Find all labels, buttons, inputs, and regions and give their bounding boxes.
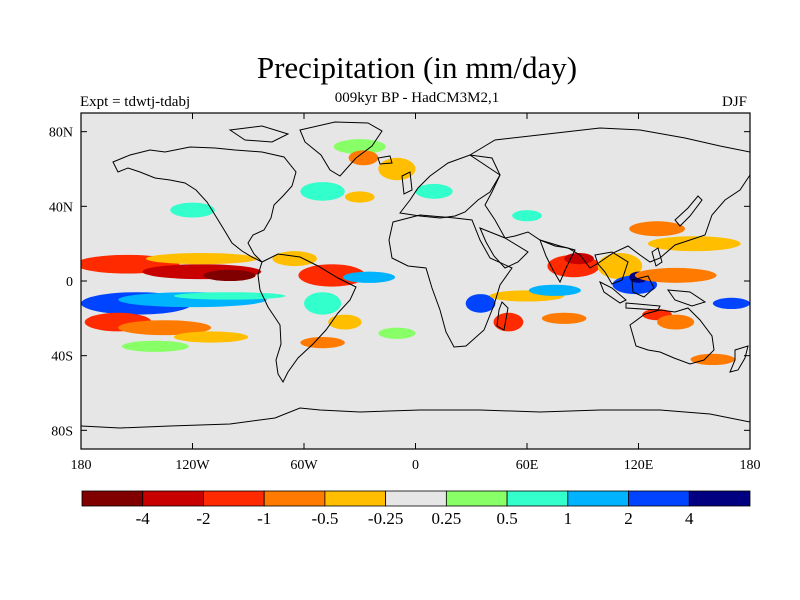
x-tick-label: 120W — [175, 458, 210, 473]
colorbar-swatch — [385, 490, 447, 507]
anomaly-region — [173, 292, 286, 300]
colorbar-swatch — [81, 490, 144, 507]
anomaly-region — [300, 182, 345, 201]
experiment-label: Expt = tdwtj-tdabj — [80, 94, 191, 110]
chart-title: Precipitation (in mm/day) — [256, 50, 578, 85]
anomaly-region — [528, 284, 581, 296]
anomaly-region — [348, 150, 379, 166]
anomaly-region — [657, 314, 695, 330]
axis-ticks: 180 120W 60W 0 60E 120E 180 80N 40N 0 40S 80S — [49, 113, 761, 473]
anomaly-region — [118, 320, 212, 336]
y-tick-label: 40S — [51, 350, 73, 365]
coastline-japan — [674, 195, 703, 227]
anomaly-region — [465, 294, 496, 313]
x-tick-label: 180 — [740, 458, 761, 473]
y-tick-label: 0 — [66, 275, 73, 290]
colorbar: -4 -2 -1 -0.5 -0.25 0.25 0.5 1 2 4 — [81, 490, 751, 528]
y-tick-label: 40N — [49, 200, 73, 215]
y-tick-label: 80S — [51, 424, 73, 439]
coastline-borneo — [631, 275, 655, 298]
anomaly-region — [298, 264, 366, 287]
coastline-iceland — [377, 155, 393, 165]
anomaly-region — [629, 221, 685, 237]
x-tick-label: 120E — [624, 458, 654, 473]
anomaly-region — [493, 312, 524, 332]
x-tick-label: 60W — [290, 458, 318, 473]
coastline-south-america — [257, 253, 357, 384]
colorbar-label: -2 — [196, 509, 210, 528]
anomaly-region — [634, 267, 717, 283]
colorbar-label: 2 — [624, 509, 633, 528]
colorbar-swatch — [324, 490, 387, 507]
anomaly-region — [146, 253, 258, 265]
coastline-africa — [388, 214, 513, 348]
anomaly-region — [328, 314, 362, 330]
anomaly-region — [690, 353, 736, 365]
anomaly-region — [272, 251, 318, 267]
anomaly-region — [203, 269, 256, 281]
coastline-indochina — [594, 251, 629, 285]
anomaly-region — [415, 183, 453, 199]
x-tick-label: 0 — [412, 458, 419, 473]
x-tick-label: 60E — [516, 458, 539, 473]
coastlines — [81, 121, 750, 429]
anomaly-region — [300, 337, 345, 349]
coastline-arabia — [479, 227, 529, 269]
coastline-madagascar — [496, 301, 509, 331]
colorbar-swatch — [263, 490, 326, 507]
coastline-asia — [469, 127, 750, 269]
colorbar-label: -0.25 — [368, 509, 403, 528]
chart-subtitle: 009kyr BP - HadCM3M2,1 — [334, 90, 500, 106]
y-tick-label: 80N — [49, 126, 73, 141]
anomaly-region — [344, 191, 375, 203]
coastline-uk — [401, 171, 413, 195]
colorbar-swatch — [567, 490, 629, 507]
colorbar-swatch — [445, 490, 508, 507]
anomaly-region — [712, 297, 750, 309]
colorbar-label: 4 — [685, 509, 694, 528]
coastline-java — [625, 302, 661, 311]
colorbar-swatch — [142, 490, 204, 507]
coastline-philippines — [651, 247, 663, 267]
anomaly-region — [378, 327, 416, 339]
anomaly-region — [304, 292, 342, 315]
anomaly-region — [378, 157, 416, 181]
anomaly-region — [647, 236, 741, 252]
anomaly-region — [343, 271, 396, 283]
anomaly-region — [121, 340, 189, 352]
anomaly-region — [170, 202, 215, 218]
colorbar-label: -0.5 — [311, 509, 338, 528]
season-label: DJF — [722, 94, 748, 110]
x-tick-label: 180 — [71, 458, 92, 473]
coastline-greenland — [299, 121, 383, 177]
anomaly-region — [541, 312, 587, 324]
colorbar-swatch — [688, 490, 751, 507]
colorbar-swatch — [628, 490, 690, 507]
colorbar-label: 0.25 — [431, 509, 461, 528]
coastline-new-guinea — [666, 289, 707, 307]
colorbar-label: 0.5 — [496, 509, 517, 528]
coastline-north-america — [112, 146, 297, 263]
colorbar-label: 1 — [564, 509, 573, 528]
coastline-new-zealand — [729, 345, 749, 373]
coastline-arctic-islands — [228, 125, 290, 143]
anomaly-region — [597, 253, 643, 280]
coastline-antarctica — [81, 407, 750, 429]
colorbar-label: -1 — [257, 509, 271, 528]
coastline-sumatra — [599, 280, 627, 304]
anomaly-region — [333, 139, 386, 155]
anomaly-region — [512, 210, 542, 222]
coastline-india — [539, 239, 576, 284]
colorbar-label: -4 — [136, 509, 151, 528]
anomaly-region — [173, 331, 249, 343]
colorbar-swatch — [203, 490, 265, 507]
colorbar-swatch — [506, 490, 569, 507]
coastline-australia — [629, 307, 715, 365]
